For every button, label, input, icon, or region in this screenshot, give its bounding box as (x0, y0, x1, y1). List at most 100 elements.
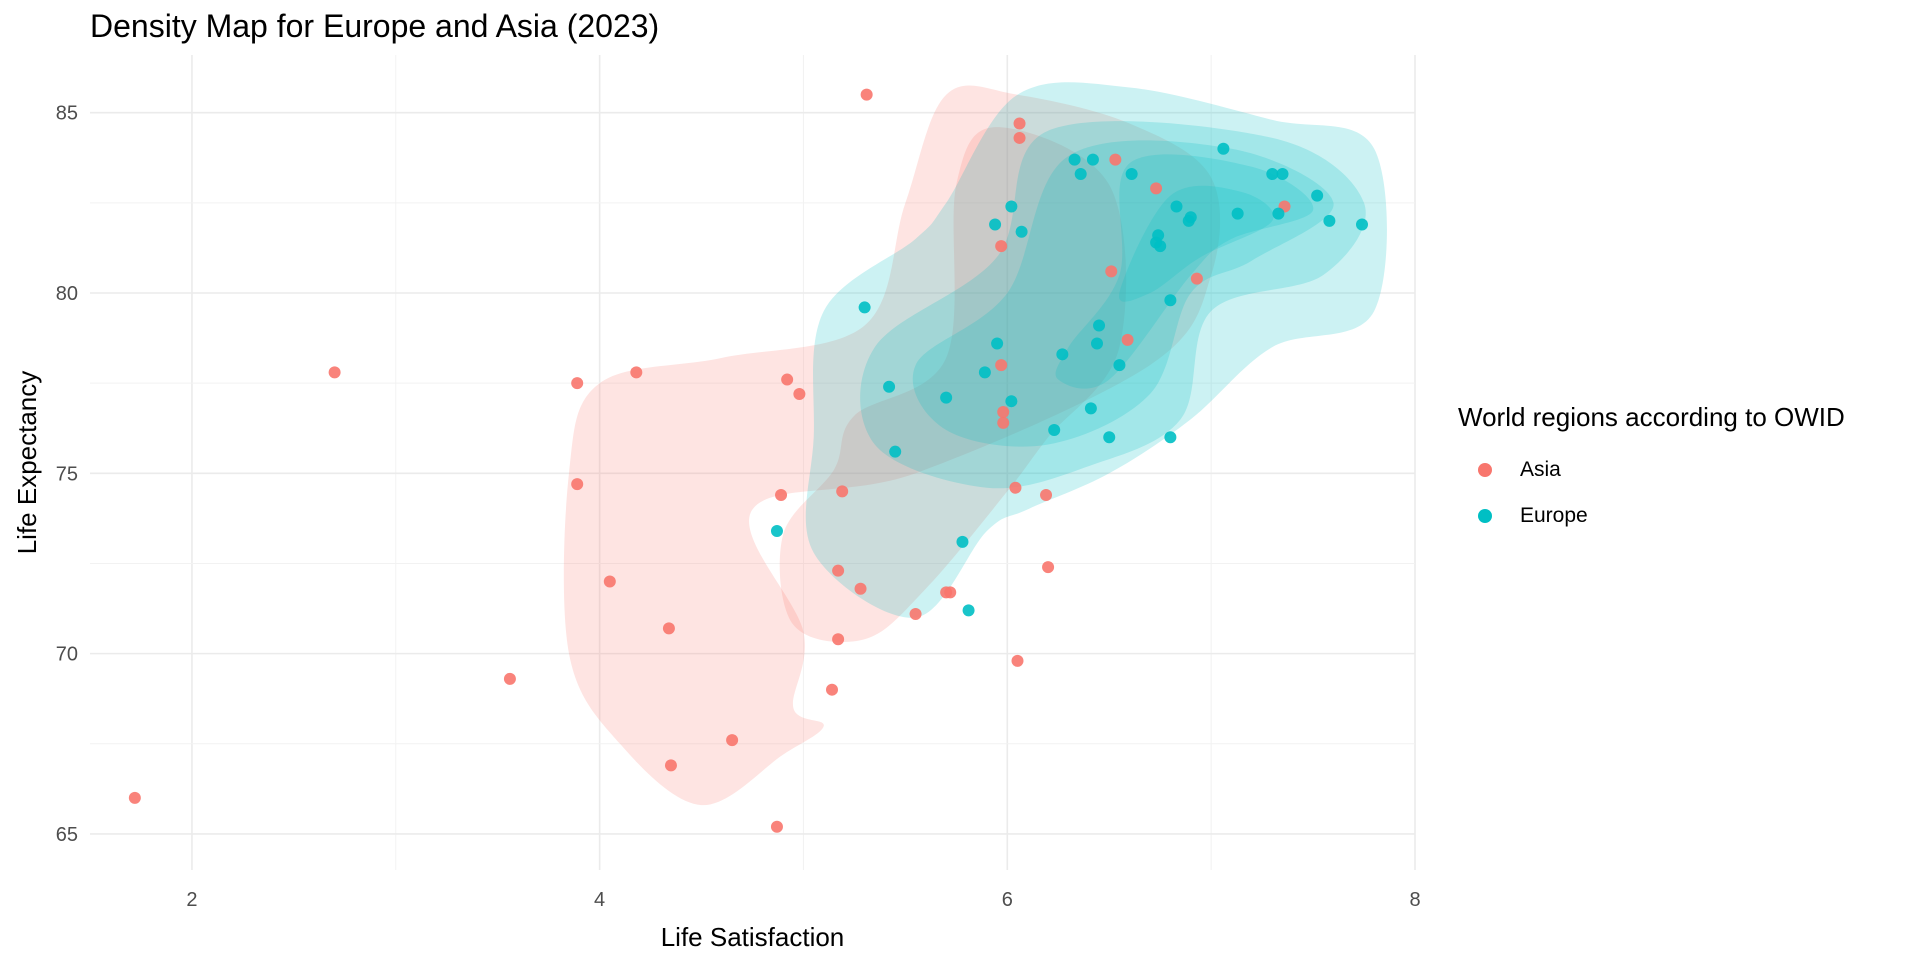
tick-labels: 2 4 6 8 65 70 75 80 85 (56, 103, 1421, 911)
point-europe (1005, 395, 1018, 408)
point-asia (793, 387, 806, 400)
point-asia (995, 359, 1008, 372)
point-europe (1170, 200, 1183, 213)
legend-item-asia: Asia (1458, 447, 1845, 493)
x-axis-title: Life Satisfaction (661, 922, 845, 952)
point-asia (664, 759, 677, 772)
point-asia (832, 564, 845, 577)
point-europe (978, 366, 991, 379)
point-europe (1074, 168, 1087, 181)
x-tick-label: 8 (1409, 889, 1420, 911)
y-tick-label: 65 (56, 824, 78, 846)
point-europe (962, 604, 975, 617)
point-europe (1103, 431, 1116, 444)
point-europe (1272, 207, 1285, 220)
y-tick-label: 85 (56, 103, 78, 125)
point-europe (1276, 168, 1289, 181)
point-europe (1164, 431, 1177, 444)
point-asia (832, 633, 845, 646)
point-asia (1040, 488, 1053, 501)
chart-title: Density Map for Europe and Asia (2023) (90, 8, 660, 44)
y-tick-label: 70 (56, 644, 78, 666)
point-europe (1068, 153, 1081, 166)
density-contour-asia-2 (779, 127, 1127, 643)
point-asia (662, 622, 675, 635)
density-contour-europe-3 (912, 140, 1334, 447)
point-europe (1056, 348, 1069, 361)
density-contour-europe-4 (1055, 154, 1314, 389)
point-europe (1323, 214, 1336, 227)
point-europe (1005, 200, 1018, 213)
point-europe (1093, 319, 1106, 332)
point-europe (956, 535, 969, 548)
legend-label: Asia (1520, 458, 1561, 481)
point-asia (854, 582, 867, 595)
point-europe (1266, 168, 1279, 181)
legend-dot-icon (1478, 463, 1492, 477)
density-contour-asia-1 (563, 85, 1221, 806)
point-asia (1011, 654, 1024, 667)
point-europe (1015, 225, 1028, 238)
point-asia (503, 672, 516, 685)
point-asia (995, 240, 1008, 253)
x-tick-label: 2 (186, 889, 197, 911)
point-europe (1125, 168, 1138, 181)
x-tick-label: 4 (594, 889, 605, 911)
point-asia (1150, 182, 1163, 195)
point-europe (1311, 189, 1324, 202)
point-europe (1113, 359, 1126, 372)
point-asia (571, 478, 584, 491)
point-asia (770, 820, 783, 833)
point-asia (1109, 153, 1122, 166)
point-asia (826, 683, 838, 696)
point-europe (1164, 294, 1177, 307)
point-europe (940, 391, 953, 404)
point-asia (944, 586, 957, 599)
point-asia (775, 488, 788, 501)
grid (90, 55, 1416, 870)
scatter-points (128, 88, 1368, 833)
point-asia (781, 373, 794, 386)
point-europe (858, 301, 871, 314)
point-asia (571, 377, 584, 390)
point-asia (997, 406, 1010, 419)
point-europe (1152, 229, 1165, 242)
point-asia (630, 366, 643, 379)
x-tick-label: 6 (1002, 889, 1013, 911)
density-contours (563, 82, 1387, 806)
point-europe (1356, 218, 1368, 231)
point-europe (1048, 424, 1061, 437)
point-asia (860, 88, 873, 101)
legend: World regions according to OWID Asia Eur… (1458, 402, 1845, 539)
point-europe (889, 445, 902, 458)
legend-title: World regions according to OWID (1458, 402, 1845, 432)
legend-item-europe: Europe (1458, 493, 1845, 539)
point-europe (989, 218, 1002, 231)
point-europe (1217, 142, 1230, 155)
point-asia (1009, 481, 1022, 494)
point-europe (883, 380, 896, 393)
legend-dot-icon (1478, 509, 1492, 523)
point-asia (997, 416, 1010, 429)
point-asia (1105, 265, 1118, 278)
point-europe (770, 525, 783, 538)
y-tick-label: 75 (56, 463, 78, 485)
point-asia (603, 575, 616, 588)
y-axis-title: Life Expectancy (12, 371, 42, 555)
point-asia (909, 607, 922, 620)
point-europe (1091, 337, 1103, 350)
point-asia (328, 366, 341, 379)
point-asia (128, 791, 141, 804)
point-asia (1190, 272, 1203, 285)
point-asia (1121, 333, 1134, 346)
point-europe (1084, 402, 1097, 415)
point-europe (1184, 211, 1197, 224)
y-tick-label: 80 (56, 283, 78, 305)
point-asia (726, 734, 739, 747)
point-europe (1086, 153, 1099, 166)
point-europe (1231, 207, 1244, 220)
point-asia (1042, 561, 1055, 574)
point-europe (1154, 240, 1167, 253)
point-asia (1013, 117, 1026, 130)
